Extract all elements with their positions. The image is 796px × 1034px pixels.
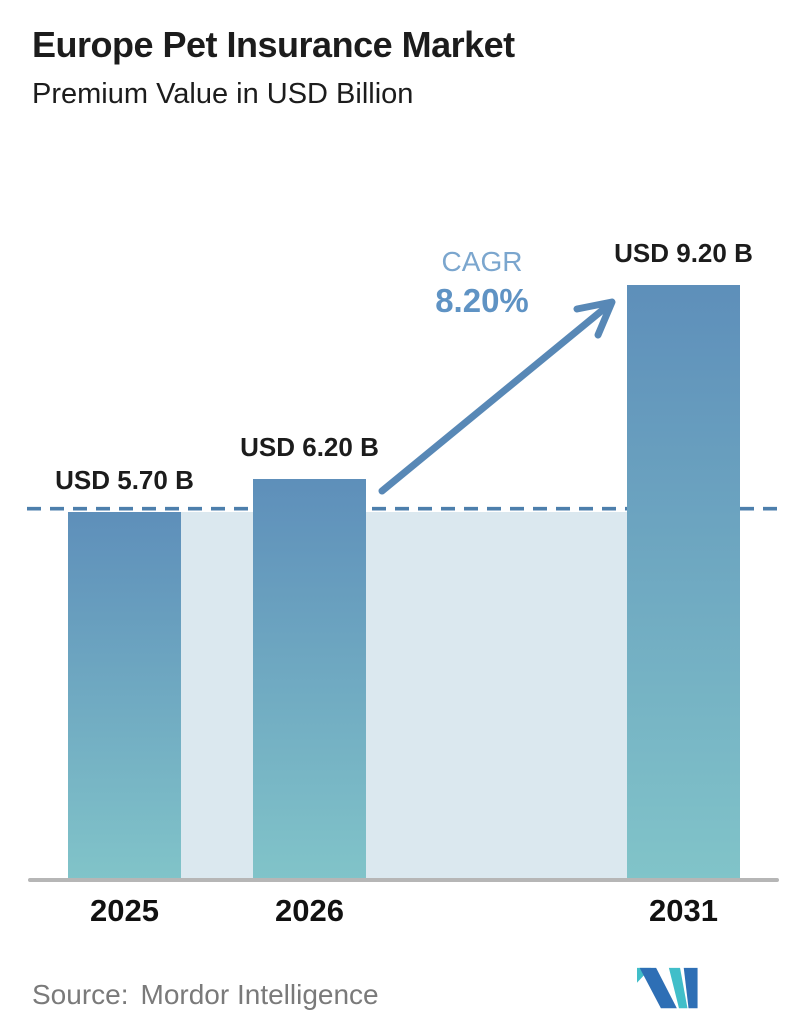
x-axis-label-2031: 2031 xyxy=(649,893,718,928)
chart-title: Europe Pet Insurance Market xyxy=(32,24,515,65)
cagr-label: CAGR xyxy=(441,246,523,277)
source-value: Mordor Intelligence xyxy=(140,979,379,1010)
bar-2025 xyxy=(68,512,181,881)
source-label: Source: xyxy=(32,979,129,1010)
x-axis-label-2026: 2026 xyxy=(275,893,344,928)
source-attribution: Source: Mordor Intelligence xyxy=(32,979,379,1011)
mordor-intelligence-logo xyxy=(637,967,698,1009)
bar-value-label-2031: USD 9.20 B xyxy=(614,238,753,268)
x-axis-label-2025: 2025 xyxy=(90,893,159,928)
cagr-value: 8.20% xyxy=(435,282,529,319)
bar-value-label-2025: USD 5.70 B xyxy=(55,465,194,495)
cagr-arrow-icon xyxy=(378,298,616,495)
x-axis-line xyxy=(28,878,779,882)
chart-subtitle: Premium Value in USD Billion xyxy=(32,78,414,110)
bar-2031 xyxy=(627,285,740,881)
cagr-annotation: CAGR 8.20% xyxy=(382,246,582,320)
bar-value-label-2026: USD 6.20 B xyxy=(240,432,379,462)
bar-2026 xyxy=(253,479,366,881)
